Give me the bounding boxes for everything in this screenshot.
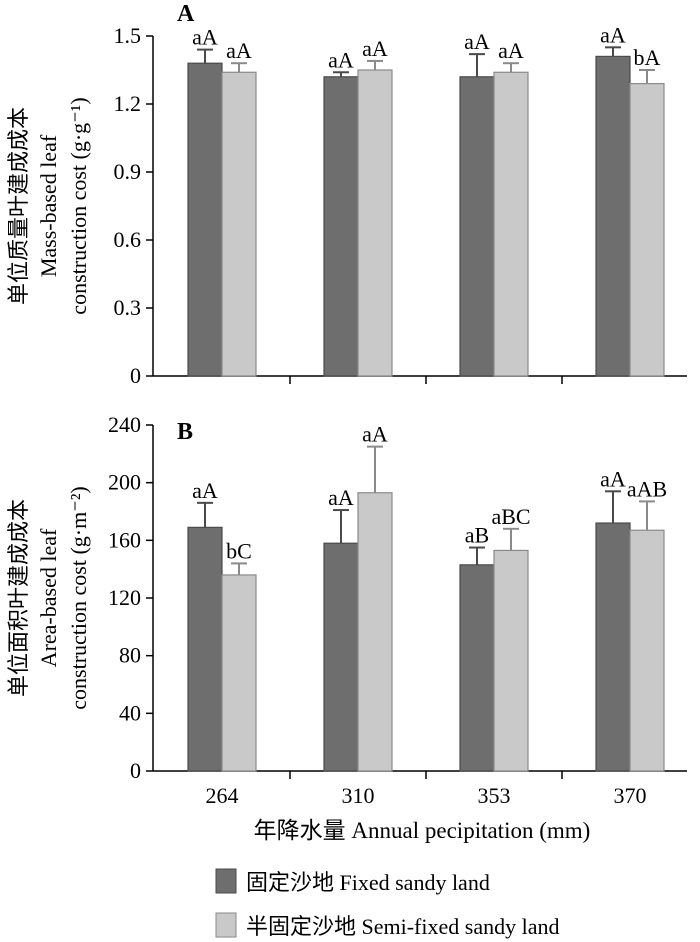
data-label: aA bbox=[192, 478, 218, 503]
data-label: aBC bbox=[491, 504, 530, 529]
data-label: aAB bbox=[627, 476, 667, 501]
bar bbox=[595, 55, 631, 377]
data-label: aA bbox=[600, 22, 626, 47]
y-tick-label: 200 bbox=[108, 470, 141, 495]
bar bbox=[459, 76, 495, 377]
bar bbox=[629, 82, 665, 377]
x-tick-label: 310 bbox=[342, 783, 375, 808]
y-tick-label: 40 bbox=[119, 700, 141, 725]
y-axis-label-line: Mass-based leaf bbox=[36, 134, 61, 277]
data-label: aA bbox=[328, 485, 354, 510]
y-axis-label-line: Area-based leaf bbox=[36, 528, 61, 667]
data-label: bC bbox=[226, 538, 252, 563]
bar bbox=[187, 62, 223, 377]
panel-b: 0 40 80 120 160 200 240 B 单位面积叶建成成本 Area-based le… bbox=[6, 412, 687, 808]
legend-swatch-fixed bbox=[215, 868, 237, 894]
y-tick-label: 0 bbox=[130, 363, 141, 388]
bar bbox=[221, 71, 257, 377]
y-tick-label: 0.3 bbox=[114, 295, 142, 320]
y-axis-label-line: construction cost (g·m⁻²) bbox=[66, 486, 91, 710]
data-label: aA bbox=[192, 25, 218, 50]
data-label: bA bbox=[634, 45, 661, 70]
panel-letter: A bbox=[177, 1, 195, 27]
bar bbox=[493, 71, 529, 377]
legend: 固定沙地 Fixed sandy land 半固定沙地 Semi-fixed s… bbox=[215, 868, 559, 939]
y-tick-label: 240 bbox=[108, 412, 141, 437]
x-tick-label: 370 bbox=[614, 783, 647, 808]
bar bbox=[187, 526, 223, 772]
y-tick-label: 120 bbox=[108, 585, 141, 610]
y-tick-label: 160 bbox=[108, 527, 141, 552]
data-label: aA bbox=[362, 422, 388, 447]
data-label: aA bbox=[498, 38, 524, 63]
bar bbox=[323, 542, 359, 772]
legend-label-semi: 半固定沙地 Semi-fixed sandy land bbox=[246, 914, 559, 939]
x-axis-label: 年降水量 Annual pecipitation (mm) bbox=[254, 818, 591, 843]
y-axis-label-line: 单位质量叶建成成本 bbox=[6, 107, 31, 305]
data-label: aB bbox=[465, 523, 489, 548]
y-axis-label-line: construction cost (g·g⁻¹) bbox=[66, 97, 91, 314]
panel-letter: B bbox=[177, 419, 193, 445]
legend-swatch-semi bbox=[215, 912, 237, 938]
bar bbox=[357, 492, 393, 772]
x-tick-label: 353 bbox=[478, 783, 511, 808]
y-tick-label: 0 bbox=[130, 758, 141, 783]
y-tick-label: 80 bbox=[119, 643, 141, 668]
y-tick-label: 0.9 bbox=[114, 159, 142, 184]
data-label: aA bbox=[464, 29, 490, 54]
bar bbox=[323, 76, 359, 377]
bar bbox=[493, 549, 529, 772]
y-axis-label-line: 单位面积叶建成成本 bbox=[6, 499, 31, 697]
data-label: aA bbox=[362, 36, 388, 61]
panel-a: 0 0.3 0.6 0.9 1.2 1.5 A 单位质量叶建成成本 Mass-based lea… bbox=[6, 1, 687, 388]
data-label: aA bbox=[226, 38, 252, 63]
bar bbox=[459, 564, 495, 772]
y-tick-label: 0.6 bbox=[114, 227, 142, 252]
bar bbox=[357, 69, 393, 377]
bar bbox=[595, 522, 631, 772]
legend-label-fixed: 固定沙地 Fixed sandy land bbox=[246, 870, 490, 895]
data-label: aA bbox=[328, 47, 354, 72]
bar bbox=[629, 529, 665, 772]
y-tick-label: 1.2 bbox=[114, 91, 142, 116]
y-tick-label: 1.5 bbox=[114, 23, 142, 48]
x-tick-label: 264 bbox=[206, 783, 239, 808]
data-label: aA bbox=[600, 466, 626, 491]
bar bbox=[221, 574, 257, 772]
